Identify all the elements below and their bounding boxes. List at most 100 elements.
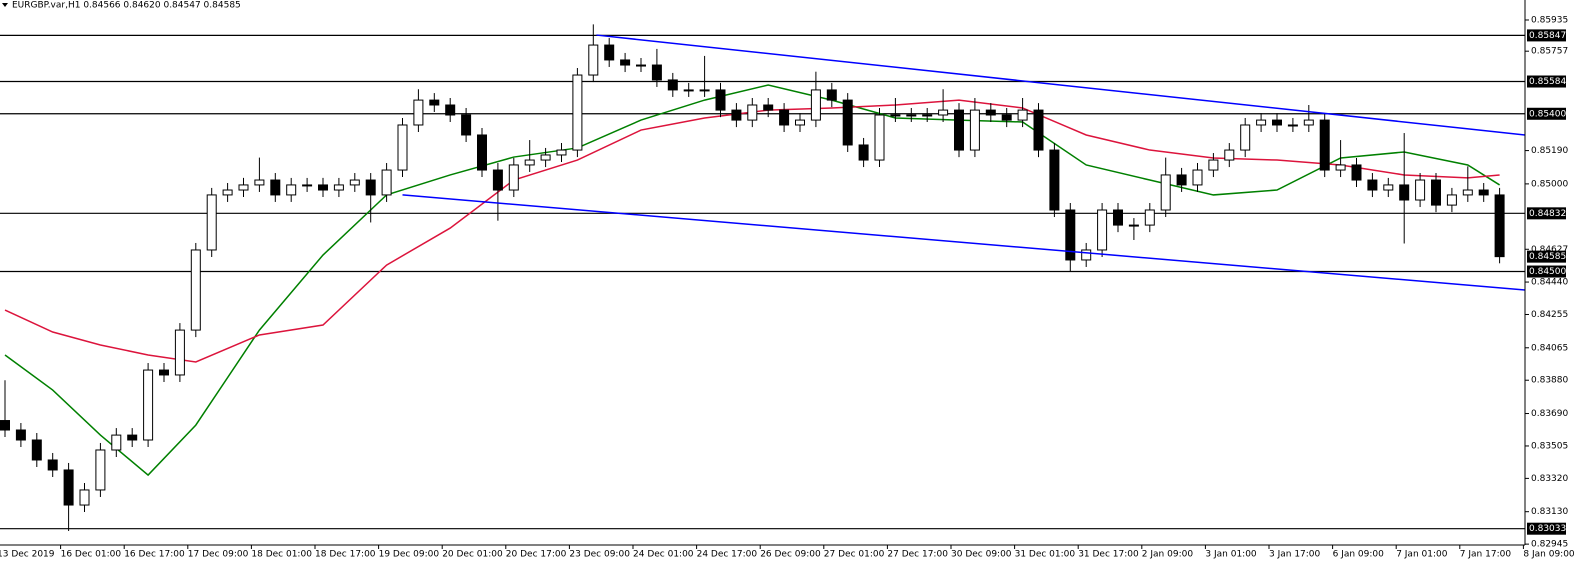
x-tick-label: 7 Jan 17:00 <box>1460 550 1512 560</box>
x-tick-label: 3 Jan 17:00 <box>1269 550 1321 560</box>
candle-body <box>174 329 185 376</box>
candle-body <box>1208 159 1219 171</box>
candle-body <box>1494 194 1505 258</box>
candle-body <box>667 79 678 91</box>
candle-body <box>461 114 472 136</box>
candle-body <box>906 114 917 117</box>
x-tick-label: 31 Dec 17:00 <box>1078 550 1139 560</box>
y-tick-label: 0.83505 <box>1531 441 1568 451</box>
candle-body <box>1144 209 1155 226</box>
candle-body <box>1049 149 1060 211</box>
candle-body <box>1160 174 1171 211</box>
candle-body <box>1478 189 1489 196</box>
y-tick-label: 0.85190 <box>1531 146 1568 156</box>
candle-body <box>508 164 519 191</box>
candle-body <box>620 59 631 66</box>
candle-body <box>1319 119 1330 171</box>
candle-body <box>842 99 853 146</box>
candle-body <box>190 249 201 331</box>
y-tick-label: 0.85757 <box>1531 47 1568 57</box>
trend-line <box>402 194 1526 291</box>
candle-body <box>159 369 169 376</box>
candle-body <box>1033 109 1044 151</box>
x-tick-label: 30 Dec 09:00 <box>951 550 1012 560</box>
candle-body <box>286 184 297 196</box>
candle-body <box>349 179 360 186</box>
candle-body <box>874 114 885 161</box>
x-tick-label: 20 Dec 17:00 <box>506 550 567 560</box>
candle-body <box>270 179 281 196</box>
x-tick-label: 24 Dec 17:00 <box>697 550 758 560</box>
candle-body <box>1272 119 1282 126</box>
level-label-box <box>1527 75 1566 88</box>
candle-body <box>890 114 901 117</box>
x-tick-label: 16 Dec 01:00 <box>61 550 122 560</box>
candle-body <box>604 44 615 61</box>
level-label: 0.85584 <box>1529 77 1566 87</box>
y-tick-label: 0.83690 <box>1531 409 1568 419</box>
candle-body <box>1462 189 1473 196</box>
candle-body <box>1287 124 1298 127</box>
level-label-box <box>1527 107 1566 120</box>
level-label: 0.83033 <box>1529 524 1566 534</box>
candle-body <box>1128 224 1139 227</box>
candle-body <box>63 469 74 506</box>
candle-body <box>636 64 646 67</box>
candle-body <box>381 169 392 196</box>
y-tick-label: 0.83130 <box>1531 507 1568 517</box>
candle-body <box>206 194 217 251</box>
level-label-box <box>1527 29 1566 42</box>
y-tick-label: 0.84255 <box>1531 310 1568 320</box>
candle-body <box>826 89 837 101</box>
x-tick-label: 20 Dec 01:00 <box>442 550 503 560</box>
candle-body <box>1176 174 1187 186</box>
candle-body <box>238 184 249 191</box>
candle-body <box>954 109 964 151</box>
candle-body <box>1415 179 1426 201</box>
y-tick-label: 0.84440 <box>1531 278 1568 288</box>
candle-body <box>1192 169 1203 186</box>
price-label: 0.84585 <box>1529 252 1566 262</box>
candle-body <box>492 169 503 191</box>
candle-body <box>1081 249 1092 261</box>
candle-body <box>1399 184 1410 201</box>
x-tick-label: 26 Dec 09:00 <box>760 550 821 560</box>
candle-body <box>365 179 376 196</box>
level-label: 0.84500 <box>1529 267 1566 277</box>
level-label-box <box>1527 265 1566 278</box>
candle-body <box>222 189 233 196</box>
price-label-box <box>1527 250 1566 263</box>
candle-body <box>1367 179 1378 191</box>
candle-body <box>858 144 869 161</box>
level-label: 0.85400 <box>1529 109 1566 119</box>
candle-body <box>95 449 106 491</box>
candle-body <box>445 104 456 116</box>
candle-body <box>1113 209 1123 226</box>
candle-body <box>651 64 662 81</box>
candle-body <box>731 109 742 121</box>
candle-body <box>985 109 996 116</box>
x-tick-label: 7 Jan 01:00 <box>1396 550 1448 560</box>
x-tick-label: 6 Jan 09:00 <box>1333 550 1385 560</box>
candle-body <box>413 99 424 126</box>
x-tick-label: 16 Dec 17:00 <box>124 550 185 560</box>
candle-body <box>779 109 790 126</box>
candle-body <box>810 89 821 121</box>
y-tick-label: 0.85935 <box>1531 15 1568 25</box>
level-label-box <box>1527 522 1566 535</box>
candle-body <box>572 74 583 151</box>
candle-body <box>1017 109 1028 121</box>
candle-body <box>254 179 265 186</box>
candle-body <box>1383 184 1394 191</box>
candle-body <box>938 109 949 116</box>
x-tick-label: 2 Jan 09:00 <box>1142 550 1194 560</box>
candle-body <box>588 44 599 76</box>
x-tick-label: 13 Dec 2019 <box>0 550 55 560</box>
x-tick-label: 18 Dec 17:00 <box>315 550 376 560</box>
candle-body <box>1303 119 1314 126</box>
x-tick-label: 27 Dec 17:00 <box>887 550 948 560</box>
candle-body <box>1335 164 1346 171</box>
candle-body <box>1097 209 1108 251</box>
